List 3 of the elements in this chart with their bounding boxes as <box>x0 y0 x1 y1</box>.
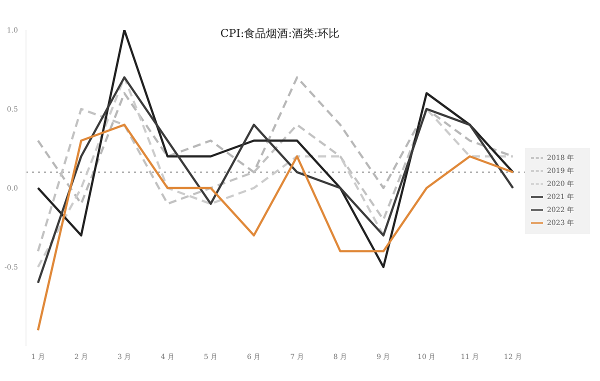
chart-title: CPI:食品烟酒:酒类:环比 <box>220 27 340 40</box>
line-series <box>36 124 514 332</box>
line-series <box>36 30 514 268</box>
